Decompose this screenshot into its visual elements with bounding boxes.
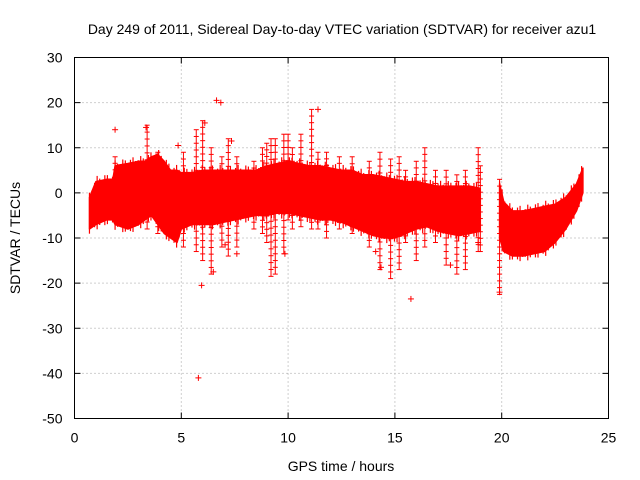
chart-title: Day 249 of 2011, Sidereal Day-to-day VTE… bbox=[88, 21, 597, 37]
x-tick-label: 5 bbox=[177, 430, 185, 446]
x-axis-label: GPS time / hours bbox=[288, 458, 395, 474]
data-point bbox=[175, 142, 182, 149]
y-tick-label: 10 bbox=[47, 140, 63, 156]
data-point bbox=[475, 239, 482, 246]
data-point bbox=[213, 97, 220, 104]
y-tick-label: -50 bbox=[42, 411, 62, 427]
y-tick-label: 0 bbox=[55, 185, 63, 201]
y-tick-label: -20 bbox=[42, 275, 62, 291]
y-tick-label: -40 bbox=[42, 365, 62, 381]
data-point bbox=[198, 282, 205, 289]
x-tick-label: 15 bbox=[387, 430, 403, 446]
data-point bbox=[372, 248, 379, 255]
x-tick-label: 0 bbox=[71, 430, 79, 446]
data-point bbox=[315, 106, 322, 113]
data-point bbox=[195, 374, 202, 381]
y-axis-label: SDTVAR / TECUs bbox=[7, 182, 23, 294]
data-point bbox=[407, 295, 414, 302]
data-point bbox=[228, 137, 235, 144]
axes: 0 5 10 15 20 25 30 20 10 0 -10 -20 -30 -40 -50 bbox=[42, 50, 616, 446]
y-tick-label: 20 bbox=[47, 95, 63, 111]
data-point bbox=[112, 126, 119, 133]
data-point bbox=[378, 264, 385, 271]
data-point bbox=[496, 289, 503, 296]
y-tick-label: -10 bbox=[42, 230, 62, 246]
y-tick-label: -30 bbox=[42, 320, 62, 336]
y-tick-label: 30 bbox=[47, 50, 63, 66]
x-tick-label: 25 bbox=[601, 430, 617, 446]
data-point bbox=[281, 250, 288, 257]
x-tick-label: 10 bbox=[280, 430, 296, 446]
x-tick-label: 20 bbox=[494, 430, 510, 446]
data-point bbox=[447, 262, 454, 269]
data-point bbox=[233, 250, 240, 257]
data-point bbox=[222, 241, 229, 248]
data-series bbox=[88, 97, 584, 381]
data-point bbox=[210, 268, 217, 275]
data-point bbox=[201, 119, 208, 126]
data-point bbox=[217, 99, 224, 106]
data-point bbox=[143, 124, 150, 131]
